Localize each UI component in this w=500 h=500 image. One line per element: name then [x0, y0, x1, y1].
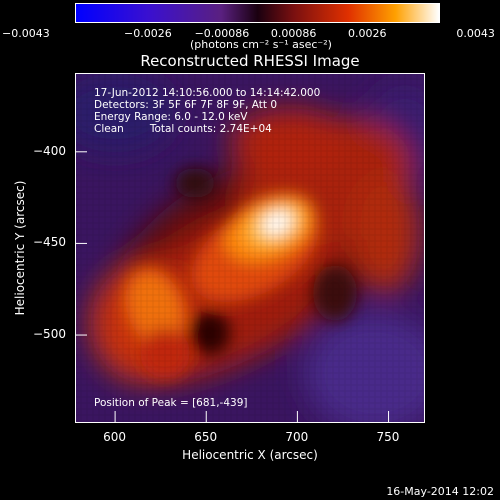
total-counts: Total counts: 2.74E+04	[149, 123, 272, 135]
method-text: Clean Total counts: 2.74E+04	[94, 123, 272, 135]
y-tick-label: −450	[33, 235, 66, 250]
heatmap-plot	[75, 73, 425, 423]
colorbar	[75, 3, 440, 23]
colorbar-tick-label: 0.0043	[456, 27, 495, 40]
colorbar-tick-label: −0.00086	[194, 27, 250, 40]
time-range-text: 17-Jun-2012 14:10:56.000 to 14:14:42.000	[94, 87, 321, 99]
peak-position-text: Position of Peak = [681,-439]	[94, 397, 248, 409]
y-tick-label: −500	[33, 327, 66, 342]
footer-date: 16-May-2014 12:02	[386, 485, 494, 498]
method-label: Clean	[94, 123, 124, 135]
x-tick-label: 600	[103, 430, 126, 444]
colorbar-unit: (photons cm⁻² s⁻¹ asec⁻²)	[190, 38, 332, 51]
energy-range-text: Energy Range: 6.0 - 12.0 keV	[94, 111, 248, 123]
chart-title: Reconstructed RHESSI Image	[140, 52, 360, 70]
colorbar-tick-label: 0.0026	[348, 27, 387, 40]
x-tick-label: 700	[285, 430, 309, 444]
colorbar-tick-label: 0.00086	[270, 27, 317, 40]
y-axis-label: Heliocentric Y (arcsec)	[13, 180, 27, 316]
colorbar-tick-label: −0.0026	[124, 27, 172, 40]
x-axis-label: Heliocentric X (arcsec)	[182, 448, 318, 462]
colorbar-tick-label: −0.0043	[2, 27, 50, 40]
detectors-text: Detectors: 3F 5F 6F 7F 8F 9F, Att 0	[94, 99, 278, 111]
y-tick-label: −400	[33, 143, 66, 158]
x-tick-label: 650	[194, 430, 218, 444]
x-tick-label: 750	[376, 430, 400, 444]
